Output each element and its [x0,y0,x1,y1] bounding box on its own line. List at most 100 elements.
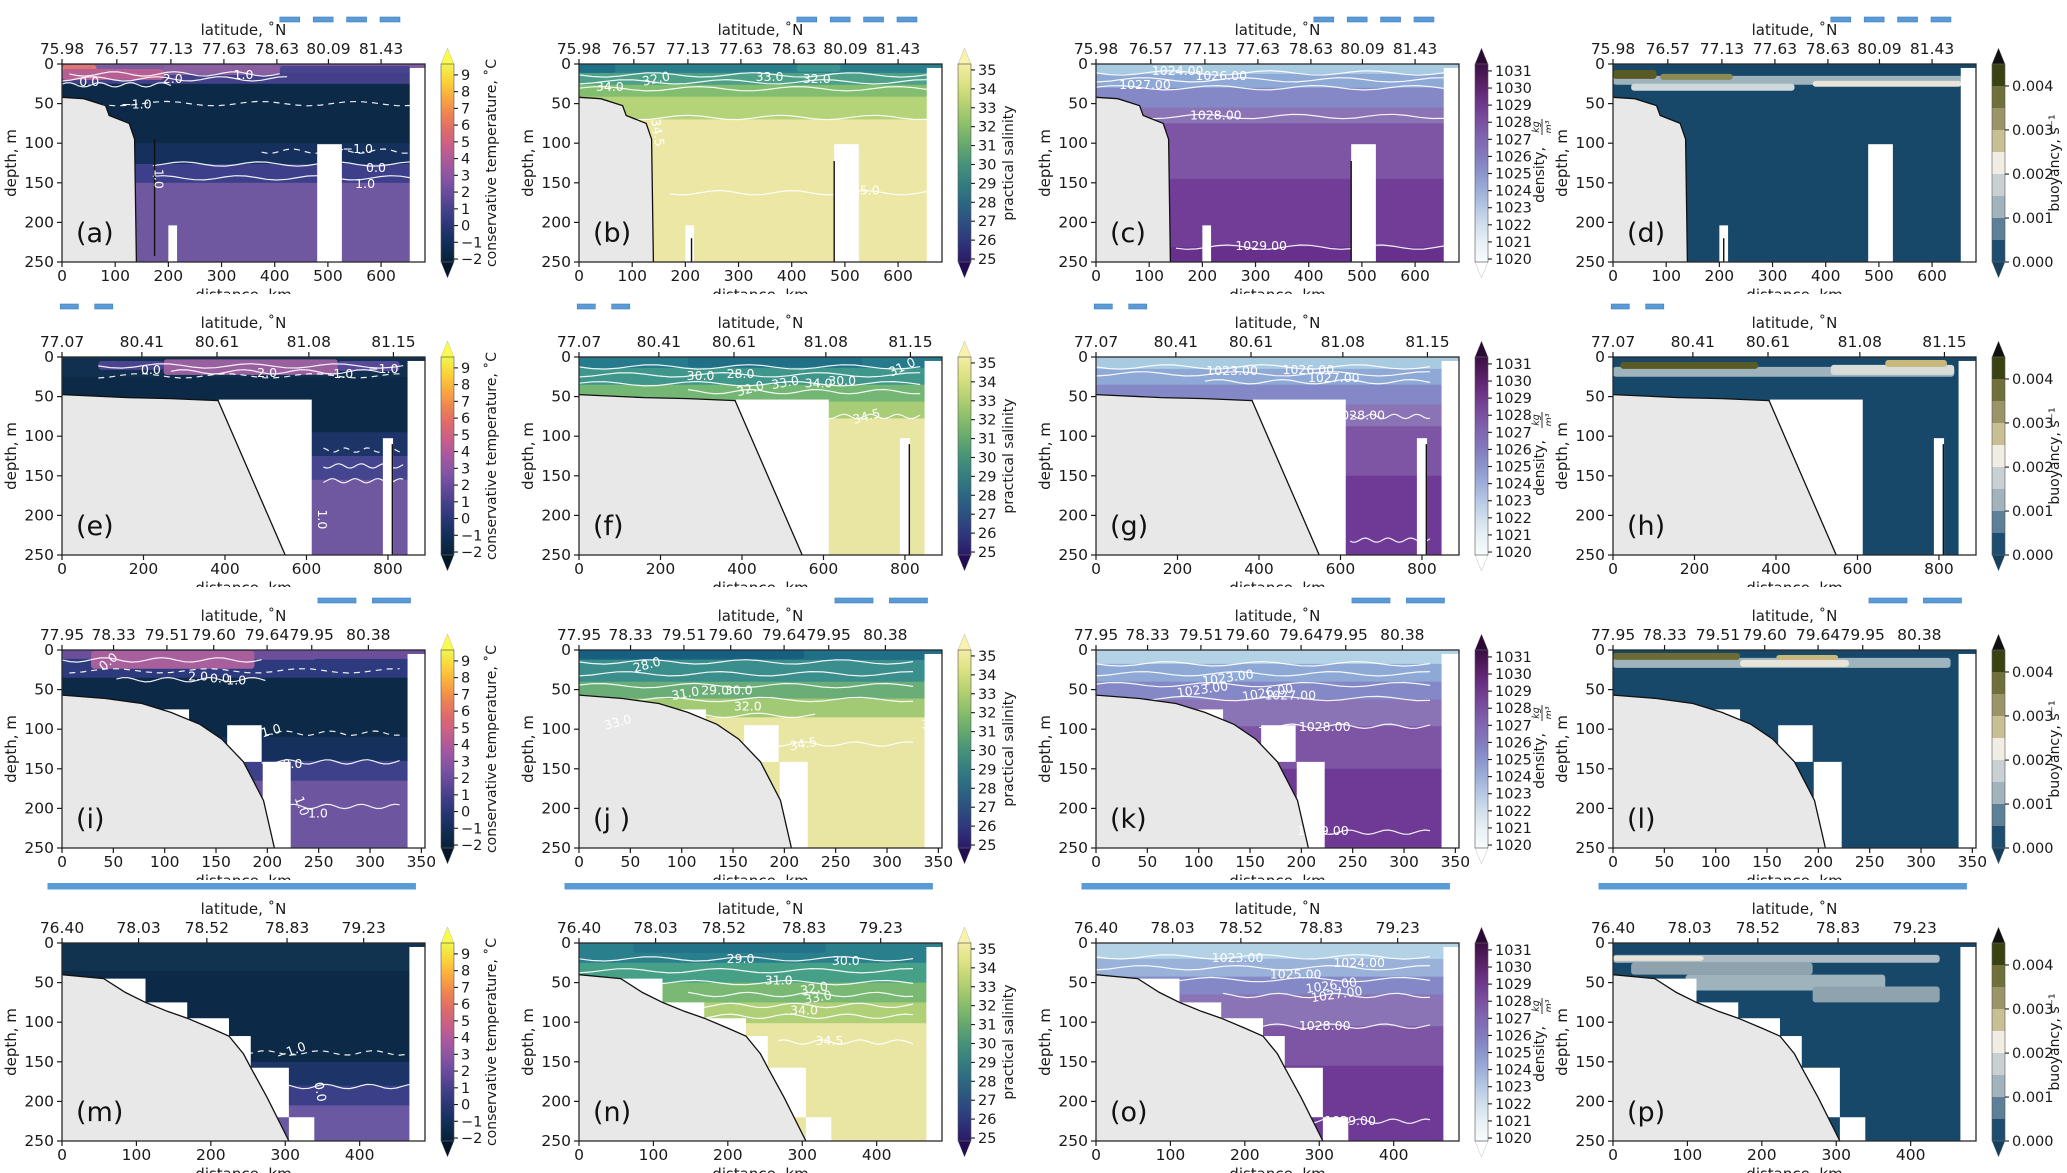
latitude-tick-label: 77.95 [1591,626,1635,644]
depth-tick-label: 250 [1058,839,1088,857]
latitude-tick-label: 80.09 [823,40,867,58]
latitude-tick-label: 78.83 [782,919,826,937]
distance-tick-label: 200 [1705,267,1735,285]
depth-tick-label: 0 [1078,934,1088,952]
colorbar-tick-label: 1024 [1495,1063,1532,1079]
latitude-tick-label: 77.63 [719,40,763,58]
contour-label: 30.0 [687,368,715,383]
colorbar-buoyancy: 0.004 0.003 0.002 0.001 0.000 buoyancy, s⁻¹ [1991,47,2063,279]
colorbar-tick-label: 1026 [1495,1028,1532,1044]
depth-tick-label: 50 [1068,95,1088,113]
colorbar-tick-label: 0.000 [2012,1134,2054,1150]
colorbar-axis-label: conservative temperature, ˚C [483,938,500,1146]
sea-ice-dash [312,16,334,23]
field-conservative-temperature: −1.00.0 [62,943,425,1141]
colorbar-tick-label: 3 [461,1047,470,1063]
depth-tick-label: 200 [1575,1092,1605,1110]
colorbar-tick-label: 0 [461,219,470,235]
latitude-axis-title: latitude, ˚N [1235,607,1321,625]
colorbar-tick-label: 0.002 [2012,753,2054,769]
latitude-tick-label: 77.63 [1236,40,1280,58]
colorbar-tick-label: 1027 [1495,1011,1532,1027]
distance-tick-label: 100 [639,1146,669,1164]
latitude-axis-title: latitude, ˚N [718,900,804,918]
depth-tick-label: 150 [1058,760,1088,778]
latitude-tick-label: 79.64 [1279,626,1323,644]
depth-tick-label: 200 [24,213,54,231]
latitude-tick-label: 79.23 [1375,919,1419,937]
colorbar-tick-label: 1023 [1495,201,1532,217]
depth-tick-label: 250 [541,253,571,271]
distance-tick-label: 150 [1235,853,1265,871]
panel-a: 0.0 2.0 1.0 −1.0 1.0 −1.0 0.0 1.0 75.98 76.57 77.1… [0,0,517,304]
sea-ice-dash [379,16,401,23]
depth-tick-label: 0 [561,934,571,952]
colorbar-tick-label: 7 [461,687,470,703]
depth-tick-label: 150 [24,467,54,485]
sea-ice-dash [1930,16,1952,23]
panel-letter: (m) [76,1097,123,1128]
latitude-tick-label: 79.64 [1796,626,1840,644]
sea-ice-dash [59,303,79,310]
sea-ice-dash [1406,597,1445,604]
latitude-axis-title: latitude, ˚N [1235,21,1321,39]
contour-label: 34.0 [790,1002,818,1017]
distance-tick-label: 0 [574,560,584,578]
colorbar-axis-label: buoyancy, s⁻¹ [2047,993,2063,1090]
depth-tick-label: 100 [1058,720,1088,738]
colorbar-tick-label: 1024 [1495,770,1532,786]
sea-ice-dash [863,16,884,23]
depth-tick-label: 50 [551,681,571,699]
colorbar-tick-label: 35 [978,63,996,79]
depth-tick-label: 250 [541,1132,571,1150]
distance-tick-label: 800 [1924,560,1954,578]
colorbar-tick-label: 3 [461,168,470,184]
distance-tick-label: 200 [196,1146,226,1164]
latitude-tick-label: 77.13 [1700,40,1744,58]
colorbar-tick-label: 1023 [1495,494,1532,510]
colorbar-unit-denominator: m³ [1544,413,1551,426]
contour-label: 1.0 [308,805,328,820]
depth-tick-label: 100 [1575,427,1605,445]
panel-letter: (i) [76,804,105,835]
section-plot-svg: 0.0 2.0 1.0−1.01.0−1.00.01.075.98 76.57 77.1… [2,16,500,304]
colorbar-tick-label: 35 [978,356,996,372]
colorbar-tick-label: 1029 [1495,391,1532,407]
latitude-tick-label: 80.38 [1897,626,1941,644]
depth-tick-label: 100 [1575,134,1605,152]
distance-tick-label: 0 [1091,1146,1101,1164]
depth-axis-title: depth, m [2,715,20,783]
depth-tick-label: 200 [1058,506,1088,524]
distance-tick-label: 300 [1304,1146,1334,1164]
distance-tick-label: 300 [207,267,237,285]
depth-tick-label: 50 [551,95,571,113]
latitude-axis-title: latitude, ˚N [1752,900,1838,918]
field-conservative-temperature: 0.0 2.0 1.0 −1.0 1.0 [62,357,425,555]
contour-label: 28.0 [631,654,662,676]
colorbar-tick-label: 1022 [1495,218,1532,234]
latitude-tick-label: 81.15 [1405,333,1449,351]
colorbar-tick-label: 9 [461,68,470,84]
sea-ice-dash [1346,16,1368,23]
distance-tick-label: 800 [1407,560,1437,578]
contour-label: −1.0 [121,97,151,112]
latitude-tick-label: 76.57 [95,40,139,58]
colorbar-tick-label: 0.001 [2012,211,2054,227]
depth-tick-label: 150 [541,467,571,485]
distance-tick-label: 600 [1917,267,1947,285]
contour-label: 1024.00 [1152,63,1204,78]
latitude-tick-label: 81.08 [287,333,331,351]
depth-tick-label: 150 [1575,1053,1605,1071]
field-practical-salinity: 28.0 31.0 29.030.032.0 33.0 34 34.5 [579,650,942,848]
distance-tick-label: 800 [373,560,403,578]
colorbar-practical-salinity: 35 34 33 32 31 30 29 28 27 26 25 practical salinity [957,340,1017,572]
depth-tick-label: 150 [541,174,571,192]
colorbar-tick-label: 28 [978,1074,996,1090]
distance-tick-label: 100 [1184,853,1214,871]
colorbar-tick-label: 27 [978,1093,996,1109]
latitude-tick-label: 77.95 [557,626,601,644]
distance-tick-label: 250 [304,853,334,871]
colorbar-tick-label: 5 [461,1014,470,1030]
latitude-tick-label: 80.41 [637,333,681,351]
colorbar-tick-label: 9 [461,654,470,670]
